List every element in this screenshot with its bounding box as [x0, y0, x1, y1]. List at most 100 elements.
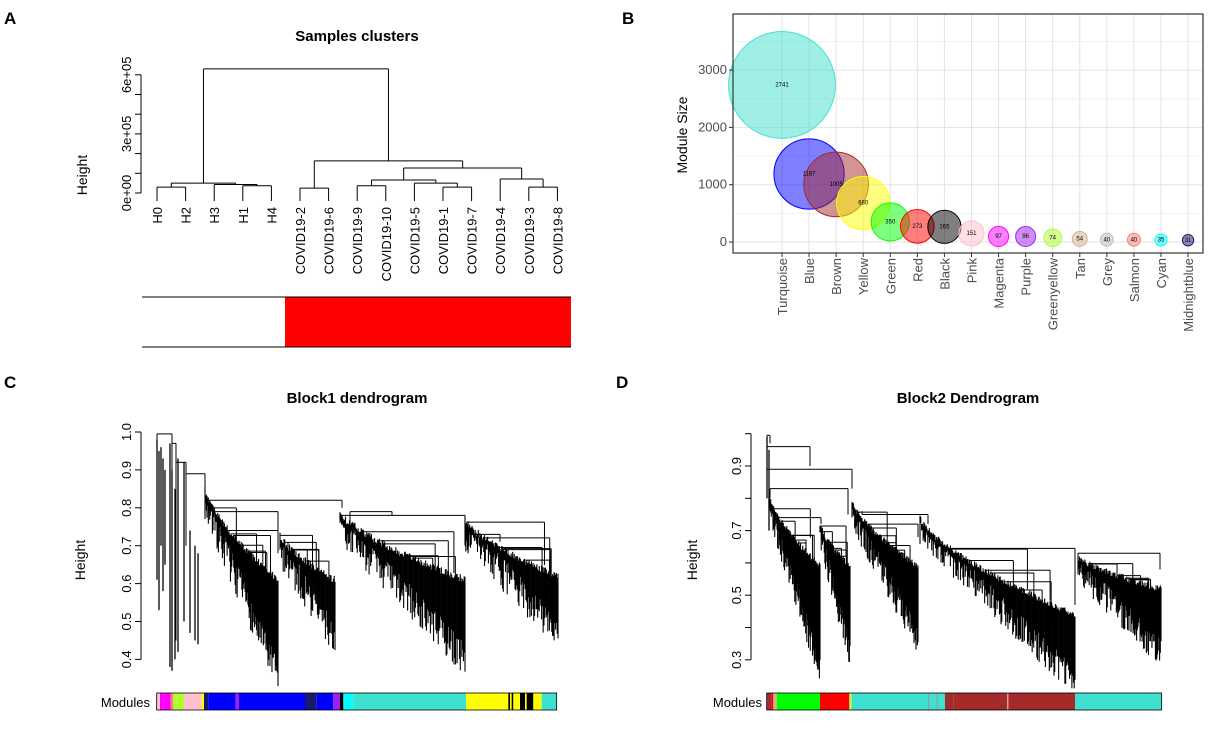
bubble-value-label: 74 — [1049, 235, 1056, 241]
leaf-label: H0 — [150, 207, 165, 224]
module-segment — [525, 693, 527, 710]
module-segment — [945, 693, 954, 710]
leaf-label: COVID19-7 — [465, 207, 480, 274]
bubble-midnightblue — [1181, 234, 1195, 247]
module-segment — [849, 693, 852, 710]
trait-bar-healthy — [142, 297, 285, 347]
cluster-branch — [851, 501, 919, 650]
module-segment — [541, 693, 557, 710]
cluster-branch — [339, 512, 466, 672]
module-segment — [520, 693, 525, 710]
y-tick-label: 0.7 — [119, 537, 134, 555]
samples-clusters-title: Samples clusters — [295, 28, 418, 45]
module-bar-border — [766, 692, 1163, 711]
module-segment — [820, 693, 850, 710]
module-segment — [466, 693, 509, 710]
bubble-cyan — [1154, 233, 1168, 247]
module-segment — [204, 693, 209, 710]
leaf-label: COVID19-4 — [493, 207, 508, 274]
module-segment — [766, 693, 772, 710]
module-segment — [201, 693, 204, 710]
module-segment — [316, 693, 334, 710]
panel-c-dendrogram: 0.4 0.5 0.6 0.7 0.8 0.9 1.0 — [119, 423, 559, 711]
y-tick-label: 1.0 — [119, 423, 134, 441]
module-segment — [163, 693, 171, 710]
bubble-value-label: 54 — [1076, 236, 1083, 242]
panel-letter-a: A — [4, 9, 16, 28]
panel-letter-b: B — [622, 9, 634, 28]
y-tick-label: 6e+05 — [119, 57, 134, 94]
x-tick-label: Yellow — [856, 257, 871, 295]
bubble-value-label: 40 — [1131, 237, 1138, 243]
cluster-branch — [279, 532, 336, 651]
module-segment — [176, 693, 184, 710]
module-segment — [156, 693, 160, 710]
y-tick-label: 0.5 — [729, 586, 744, 604]
leaf-label: H3 — [207, 207, 222, 224]
module-segment — [333, 693, 340, 710]
cluster-branch — [919, 515, 1076, 689]
bubble-value-label: 151 — [966, 231, 977, 237]
x-tick-label: Greenyellow — [1046, 257, 1061, 330]
module-segment — [929, 693, 937, 710]
plot-border — [732, 13, 1204, 254]
bubble-pink — [958, 220, 985, 247]
module-segment — [235, 693, 239, 710]
cluster-branch — [819, 525, 851, 662]
bubble-tan — [1071, 230, 1088, 247]
panel-letter-d: D — [616, 373, 628, 392]
y-tick-label: 0e+00 — [119, 175, 134, 212]
leaf-label: COVID19-3 — [522, 207, 537, 274]
module-segment — [1007, 693, 1009, 710]
x-tick-label: Cyan — [1154, 258, 1169, 288]
x-tick-label: Brown — [829, 258, 844, 295]
panel-a-ylabel: Height — [74, 155, 90, 196]
x-tick-label: Grey — [1100, 258, 1115, 287]
panel-d-modules-label: Modules — [713, 695, 763, 710]
leaf-label: H1 — [236, 207, 251, 224]
module-segment — [208, 693, 236, 710]
bubble-value-label: 97 — [995, 234, 1002, 240]
panel-c-ylabel: Height — [72, 540, 88, 581]
leaf-label: COVID19-9 — [350, 207, 365, 274]
y-tick-label: 0.3 — [729, 651, 744, 669]
leaf-label: COVID19-8 — [550, 207, 565, 274]
y-tick-label: 0.7 — [729, 522, 744, 540]
panel-d-ylabel: Height — [684, 540, 700, 581]
module-segment — [526, 693, 534, 710]
x-tick-label: Midnightblue — [1181, 258, 1196, 332]
leaf-label: H2 — [179, 207, 194, 224]
x-tick-label: Pink — [964, 258, 979, 284]
leaf-label: COVID19-1 — [436, 207, 451, 274]
leaf-label: H4 — [264, 207, 279, 224]
module-segment — [771, 693, 774, 710]
x-tick-label: Green — [883, 258, 898, 294]
x-tick-label: Red — [910, 258, 925, 282]
bubble-purple — [1015, 226, 1037, 247]
x-tick-label: Purple — [1019, 258, 1034, 296]
module-segment — [937, 693, 945, 710]
module-segment — [513, 693, 520, 710]
bubble-salmon — [1126, 232, 1141, 247]
bubble-value-label: 1187 — [803, 172, 817, 178]
bubble-value-label: 40 — [1103, 237, 1110, 243]
y-tick-label: 0.9 — [119, 461, 134, 479]
module-segment — [239, 693, 305, 710]
y-tick-label: 2000 — [698, 119, 727, 134]
module-segment — [533, 693, 542, 710]
y-tick-label: 0.4 — [119, 650, 134, 668]
y-tick-label: 0.8 — [119, 499, 134, 517]
cluster-branch — [768, 495, 821, 679]
x-tick-label: Tan — [1073, 258, 1088, 279]
y-tick-label: 0.9 — [729, 457, 744, 475]
panel-letter-c: C — [4, 373, 16, 392]
module-segment — [1008, 693, 1075, 710]
module-segment — [340, 693, 344, 710]
leaf-label: COVID19-10 — [379, 207, 394, 281]
module-segment — [170, 693, 174, 710]
x-tick-label: Turquoise — [775, 258, 790, 315]
y-tick-label: 0.5 — [119, 612, 134, 630]
x-tick-label: Magenta — [992, 257, 1007, 308]
module-segment — [508, 693, 510, 710]
panel-d-dendrogram: 0.3 0.5 0.7 0.9 — [729, 433, 1163, 711]
